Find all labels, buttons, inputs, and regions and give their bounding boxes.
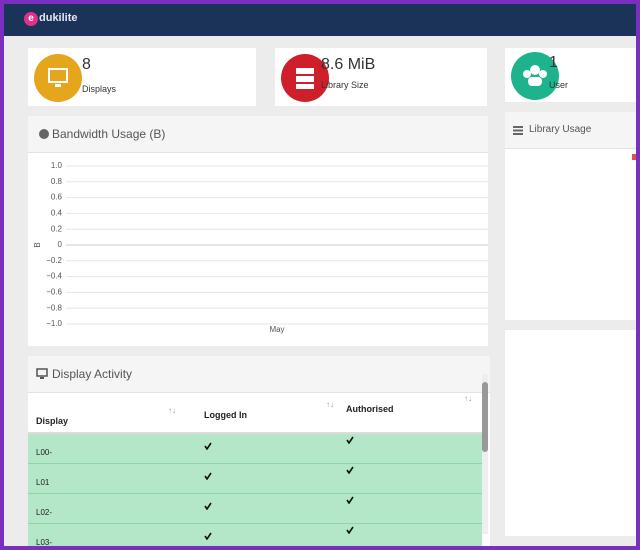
panel-title: Bandwidth Usage (B) <box>28 116 488 153</box>
table-row: L01 <box>28 464 482 494</box>
check-icon <box>346 496 354 504</box>
y-tick-label: 0.2 <box>51 224 63 233</box>
y-axis-label: B <box>33 242 42 247</box>
check-icon <box>346 466 354 474</box>
stat-card: 8.6 MiB Library Size <box>275 48 487 106</box>
y-tick-label: 0.4 <box>51 209 63 218</box>
table-header: Display ↑↓ Logged In ↑↓ Authorised ↑↓ <box>28 392 482 434</box>
check <box>346 466 354 474</box>
check <box>346 436 354 444</box>
top-bar: e dukilite <box>4 4 636 36</box>
display-icon <box>36 368 48 379</box>
check <box>204 442 212 450</box>
icon <box>281 54 329 102</box>
cell: L03- <box>36 538 53 547</box>
y-tick-label: −1.0 <box>46 319 62 328</box>
icon <box>34 54 82 102</box>
scrollbar <box>482 374 488 534</box>
y-tick-label: −0.4 <box>46 272 62 281</box>
chart: −1.0 −0.8 −0.6 −0.4 −0.2 0 0.2 0.4 0.6 0.8 1.0 May B <box>33 161 488 334</box>
y-tick-label: −0.8 <box>46 303 62 312</box>
sort-icon: ↑↓ <box>168 406 176 415</box>
stat-card: 1 User <box>505 48 636 102</box>
stat-value: 8.6 MiB <box>321 56 376 73</box>
cell: L01 <box>36 478 50 487</box>
check <box>204 472 212 480</box>
y-tick-label: −0.6 <box>46 288 62 297</box>
sort-icon: ↑↓ <box>464 394 472 403</box>
check <box>346 496 354 504</box>
check-icon <box>204 502 212 510</box>
bandwidth-panel: Bandwidth Usage (B) −1.0 −0.8 −0.6 −0.4 −0.2… <box>28 116 488 346</box>
column-header[interactable]: Logged In <box>204 410 247 420</box>
activity-panel: Display Activity Display ↑↓ Logged In ↑↓ Aut… <box>28 356 490 547</box>
panel-title: Display Activity <box>28 356 490 393</box>
stat-label: Library Size <box>321 80 369 90</box>
list-icon <box>513 126 523 135</box>
logo-icon: e <box>24 12 38 26</box>
table-row: L03- <box>28 524 482 547</box>
cloud-icon <box>39 129 49 139</box>
column-header[interactable]: Display <box>36 416 69 426</box>
panel <box>505 330 636 536</box>
check-icon <box>204 442 212 450</box>
check-icon <box>346 526 354 534</box>
table-row: L00- <box>28 434 482 464</box>
check <box>204 532 212 540</box>
table-row: L02- <box>28 494 482 524</box>
check-icon <box>204 532 212 540</box>
stat-label: Displays <box>82 84 117 94</box>
cell: L02- <box>36 508 53 517</box>
check-icon <box>204 472 212 480</box>
y-tick-label: −0.2 <box>46 256 62 265</box>
library-panel: Library Usage <box>505 112 636 320</box>
stat-label: User <box>549 80 569 90</box>
y-tick-label: 1.0 <box>51 161 63 170</box>
check <box>204 502 212 510</box>
y-tick-label: 0 <box>58 240 63 249</box>
check <box>346 526 354 534</box>
x-tick-label: May <box>269 325 284 334</box>
y-tick-label: 0.6 <box>51 193 63 202</box>
column-header[interactable]: Authorised <box>346 404 394 414</box>
stat-value: 8 <box>82 56 91 73</box>
y-tick-label: 0.8 <box>51 177 63 186</box>
chart-fragment <box>632 154 636 160</box>
check-icon <box>346 436 354 444</box>
sort-icon: ↑↓ <box>326 400 334 409</box>
stat-value: 1 <box>549 54 558 71</box>
cell: L00- <box>36 448 53 457</box>
logo[interactable]: dukilite <box>39 12 78 24</box>
icon <box>511 52 559 100</box>
panel-title: Library Usage <box>505 112 636 149</box>
stat-card: 8 Displays <box>28 48 256 106</box>
table: Display ↑↓ Logged In ↑↓ Authorised ↑↓ L00- L01 L… <box>28 392 482 547</box>
